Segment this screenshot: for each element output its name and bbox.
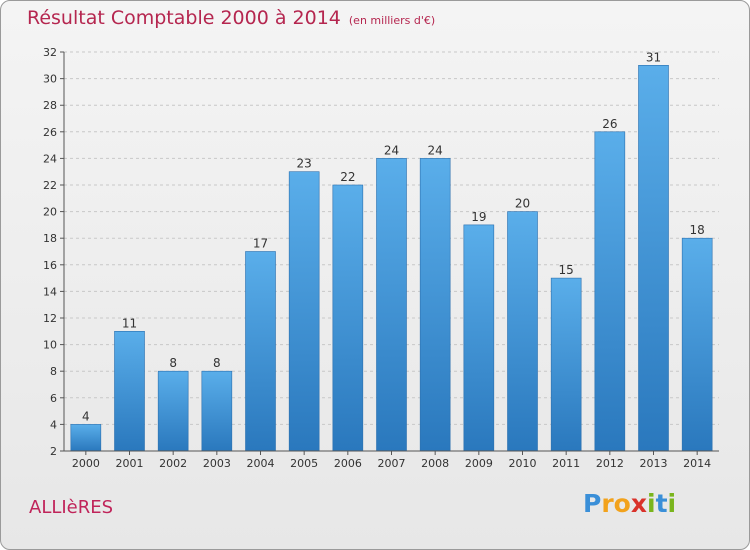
x-tick-label: 2009 [465, 457, 493, 470]
y-tick-label: 18 [43, 232, 57, 245]
y-tick-label: 6 [50, 392, 57, 405]
x-tick-label: 2006 [334, 457, 362, 470]
bar-value-label: 20 [515, 197, 530, 211]
y-tick-label: 2 [50, 445, 57, 458]
bar-value-label: 23 [297, 157, 312, 171]
bar-2007 [376, 158, 407, 452]
y-tick-label: 30 [43, 73, 57, 86]
bar-2009 [463, 224, 495, 452]
x-tick-label: 2003 [203, 457, 231, 470]
logo-letter: x [630, 489, 647, 518]
x-tick-label: 2002 [159, 457, 187, 470]
bar-2008 [419, 158, 451, 452]
chart-title-text: Résultat Comptable 2000 à 2014 [27, 7, 341, 29]
bar-value-label: 8 [169, 356, 177, 370]
bar-2011 [550, 277, 582, 452]
x-tick-label: 2005 [290, 457, 318, 470]
x-tick-label: 2010 [509, 457, 537, 470]
x-tick-label: 2001 [116, 457, 144, 470]
bar-2003 [201, 370, 233, 452]
y-tick-label: 32 [43, 46, 57, 59]
bar-value-label: 26 [602, 117, 617, 131]
y-tick-label: 14 [43, 285, 57, 298]
y-tick-label: 26 [43, 126, 57, 139]
logo-letter: o [613, 489, 631, 518]
commune-name: ALLIèRES [29, 497, 114, 518]
bar-2014 [681, 237, 713, 452]
x-tick-label: 2013 [640, 457, 668, 470]
logo-letter: t [655, 489, 668, 518]
x-tick-label: 2004 [247, 457, 275, 470]
y-tick-label: 20 [43, 206, 57, 219]
y-tick-label: 22 [43, 179, 57, 192]
bar-2001 [114, 330, 145, 452]
bar-2010 [507, 211, 538, 452]
bar-value-label: 8 [213, 356, 221, 370]
bar-value-label: 4 [82, 409, 90, 423]
bar-2002 [157, 370, 189, 452]
x-tick-label: 2007 [378, 457, 406, 470]
x-tick-label: 2012 [596, 457, 624, 470]
chart-title: Résultat Comptable 2000 à 2014 (en millie… [27, 7, 435, 29]
x-tick-label: 2008 [421, 457, 449, 470]
chart-subtitle: (en milliers d'€) [348, 14, 436, 27]
bar-2000 [70, 424, 102, 452]
logo-letter: i [647, 489, 656, 518]
bar-value-label: 24 [428, 143, 443, 157]
bar-2013 [638, 65, 669, 452]
bar-value-label: 17 [253, 237, 268, 251]
bar-value-label: 15 [559, 263, 574, 277]
y-tick-label: 8 [50, 365, 57, 378]
x-tick-label: 2011 [552, 457, 580, 470]
bar-2012 [594, 131, 626, 452]
proxiti-logo[interactable]: Proxiti [583, 489, 676, 518]
y-tick-label: 28 [43, 99, 57, 112]
logo-letter: r [601, 489, 614, 518]
bar-value-label: 19 [471, 210, 486, 224]
y-tick-label: 24 [43, 152, 57, 165]
x-tick-label: 2000 [72, 457, 100, 470]
bar-2004 [245, 251, 276, 452]
bar-2005 [288, 171, 320, 452]
bar-2006 [332, 184, 364, 452]
bar-value-label: 22 [340, 170, 355, 184]
logo-letter: i [667, 489, 677, 518]
logo-letter: P [583, 489, 602, 518]
y-tick-label: 10 [43, 339, 57, 352]
bar-value-label: 11 [122, 316, 137, 330]
x-tick-label: 2014 [683, 457, 711, 470]
axis-layer: 2468101214161820222426283032420001120018… [43, 46, 719, 470]
y-tick-label: 16 [43, 259, 57, 272]
bar-value-label: 31 [646, 50, 661, 64]
bar-value-label: 18 [690, 223, 705, 237]
y-tick-label: 12 [43, 312, 57, 325]
y-tick-label: 4 [50, 418, 57, 431]
bar-layer [70, 65, 713, 452]
bar-value-label: 24 [384, 143, 399, 157]
